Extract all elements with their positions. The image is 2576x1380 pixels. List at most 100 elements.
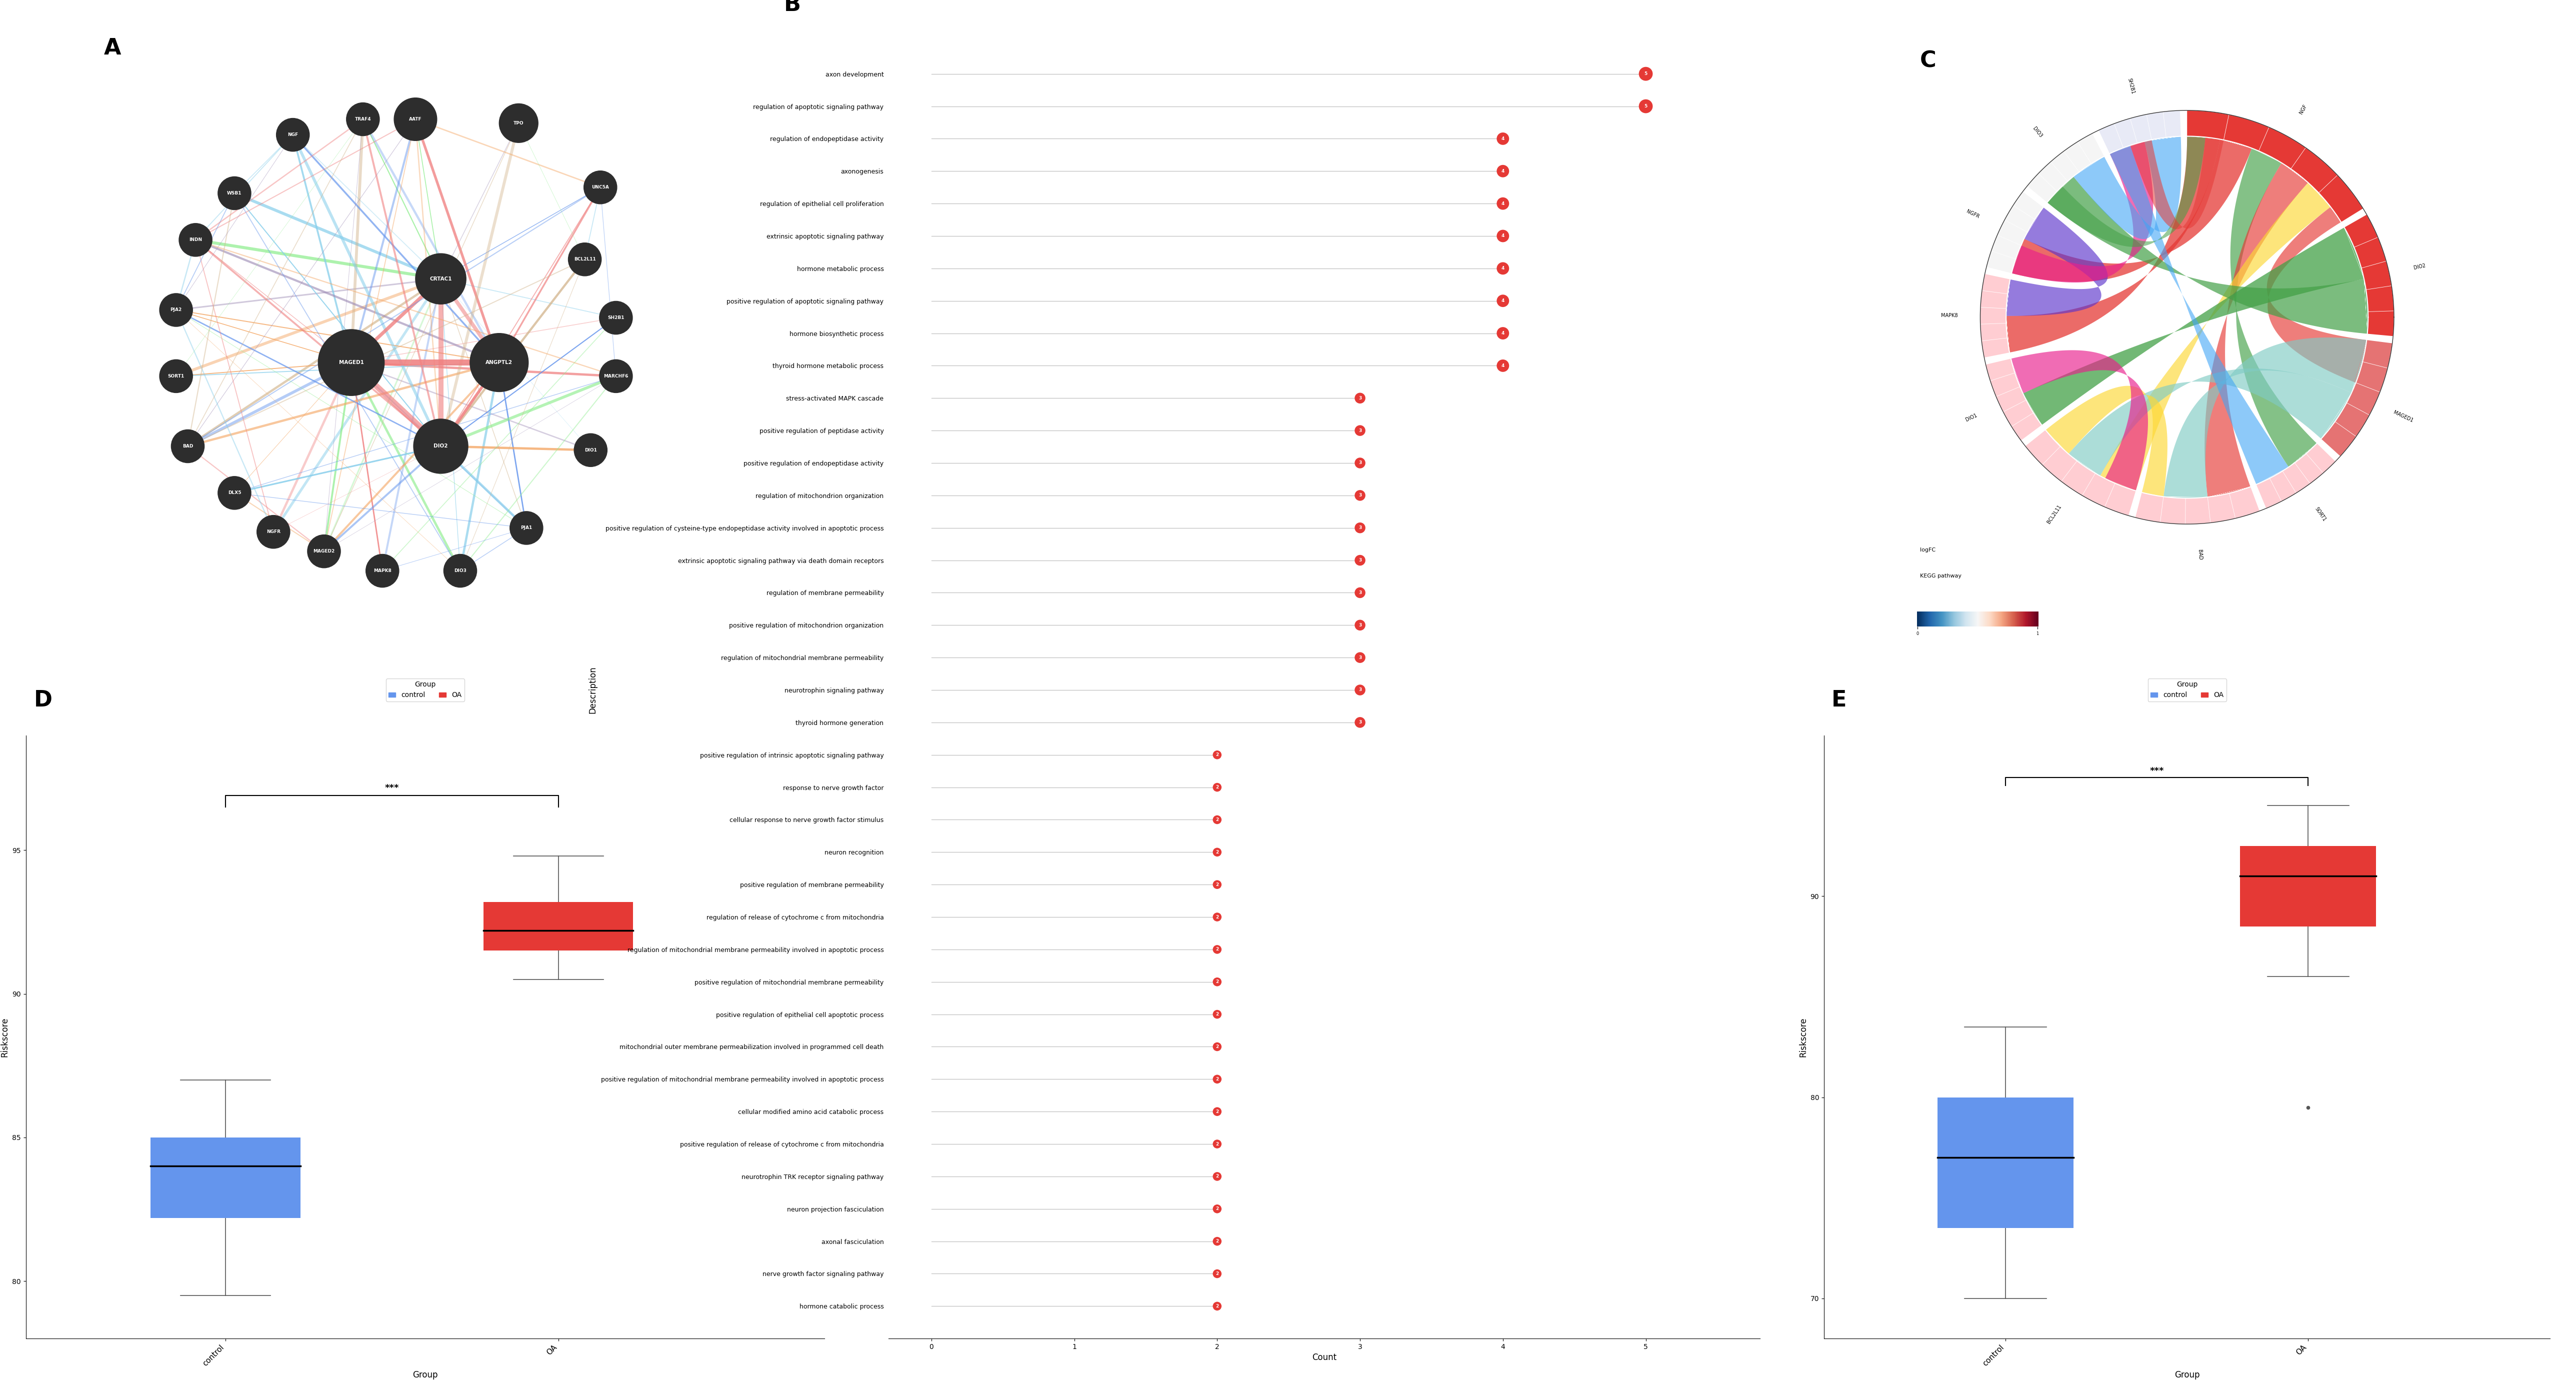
Text: 2: 2: [1216, 1076, 1218, 1082]
Point: [1195, 1231, 1236, 1253]
Polygon shape: [2267, 207, 2367, 382]
Text: MAPK8: MAPK8: [1940, 313, 1958, 317]
Point: [1340, 712, 1381, 734]
Polygon shape: [2012, 351, 2148, 491]
Text: 4: 4: [1502, 168, 1504, 174]
Text: D: D: [33, 690, 52, 711]
Text: 2: 2: [1216, 1239, 1218, 1243]
Text: 2: 2: [1216, 785, 1218, 789]
Point: [1195, 1101, 1236, 1123]
Circle shape: [345, 102, 379, 135]
Text: 3: 3: [1358, 428, 1363, 433]
Point: [1195, 776, 1236, 798]
Point: [1195, 1198, 1236, 1220]
Point: [1625, 95, 1667, 117]
Legend: Neurotrophin signaling pathway, Apoptosis - multiple species, Thyroid hormone si: Neurotrophin signaling pathway, Apoptosi…: [1886, 999, 2251, 1016]
Text: CRTAC1: CRTAC1: [430, 276, 451, 282]
Circle shape: [160, 360, 193, 393]
Text: DIO3: DIO3: [2032, 126, 2043, 138]
Point: [1195, 744, 1236, 766]
Text: KEGG pathway: KEGG pathway: [1919, 573, 1960, 578]
Point: [1481, 193, 1522, 215]
Text: 2: 2: [1216, 1141, 1218, 1147]
Text: TPO: TPO: [513, 121, 523, 126]
Text: 2: 2: [1216, 1174, 1218, 1179]
Point: [1625, 62, 1667, 84]
Text: MAPK8: MAPK8: [374, 569, 392, 573]
Text: SORT1: SORT1: [167, 374, 185, 378]
Text: INDN: INDN: [188, 237, 201, 242]
Text: 4: 4: [1502, 137, 1504, 141]
Text: 2: 2: [1216, 947, 1218, 952]
Circle shape: [469, 334, 528, 392]
Text: MAGED1: MAGED1: [340, 360, 363, 366]
Text: 3: 3: [1358, 656, 1363, 660]
Polygon shape: [2007, 137, 2221, 352]
Text: 5: 5: [1643, 72, 1646, 76]
Text: PJA1: PJA1: [520, 526, 533, 530]
Text: E: E: [1832, 690, 1847, 711]
Text: 3: 3: [1358, 461, 1363, 465]
Circle shape: [443, 555, 477, 588]
Text: logFC: logFC: [1919, 548, 1935, 552]
Text: DIO2: DIO2: [2414, 264, 2427, 270]
Polygon shape: [2136, 487, 2259, 524]
Polygon shape: [2130, 137, 2223, 229]
Polygon shape: [2022, 228, 2365, 425]
Polygon shape: [2027, 134, 2105, 203]
Polygon shape: [1986, 359, 2043, 440]
Text: PJA2: PJA2: [170, 308, 183, 312]
Text: MAGED1: MAGED1: [2393, 410, 2414, 424]
Text: ANGPTL2: ANGPTL2: [487, 360, 513, 366]
Text: DLX5: DLX5: [227, 491, 242, 495]
Circle shape: [394, 98, 438, 141]
Point: [1481, 290, 1522, 312]
FancyBboxPatch shape: [1937, 1097, 2074, 1228]
Polygon shape: [2344, 215, 2393, 337]
Text: 2: 2: [1216, 1045, 1218, 1049]
Text: NGFR: NGFR: [1965, 208, 1981, 219]
Circle shape: [307, 535, 340, 569]
Circle shape: [366, 555, 399, 588]
Point: [1195, 1165, 1236, 1187]
Circle shape: [415, 254, 466, 304]
Text: 4: 4: [1502, 201, 1504, 206]
Point: [1481, 257, 1522, 279]
Circle shape: [219, 177, 250, 210]
Circle shape: [600, 301, 634, 334]
Text: SORT1: SORT1: [2313, 506, 2326, 522]
Point: [1481, 355, 1522, 377]
Text: C: C: [1919, 50, 1937, 72]
Point: [1195, 1294, 1236, 1317]
Point: [1195, 1263, 1236, 1285]
Point: [1340, 679, 1381, 701]
Point: [1481, 160, 1522, 182]
Text: AATF: AATF: [410, 117, 422, 121]
Text: 3: 3: [1358, 687, 1363, 693]
Point: [1195, 840, 1236, 864]
Text: 4: 4: [1502, 298, 1504, 304]
Text: NGF: NGF: [289, 132, 299, 137]
Point: [1195, 938, 1236, 960]
Text: DIO1: DIO1: [585, 448, 598, 453]
Text: 4: 4: [1502, 266, 1504, 270]
Point: [1195, 809, 1236, 831]
Circle shape: [160, 294, 193, 327]
Text: WSB1: WSB1: [227, 190, 242, 196]
Circle shape: [319, 330, 384, 396]
Text: DIO3: DIO3: [453, 569, 466, 573]
Polygon shape: [2045, 386, 2166, 497]
X-axis label: Group: Group: [2174, 1370, 2200, 1380]
Polygon shape: [2257, 443, 2336, 508]
Point: [1195, 1003, 1236, 1025]
Text: TRAF4: TRAF4: [355, 117, 371, 121]
Circle shape: [585, 171, 616, 204]
Y-axis label: Riskscore: Riskscore: [1798, 1017, 1808, 1057]
Polygon shape: [2110, 145, 2287, 484]
Polygon shape: [2025, 431, 2136, 516]
Polygon shape: [2074, 137, 2182, 239]
Text: ***: ***: [2151, 766, 2164, 776]
Legend: control, OA: control, OA: [386, 679, 464, 701]
Polygon shape: [1981, 275, 2009, 357]
Text: MAGED2: MAGED2: [314, 549, 335, 553]
